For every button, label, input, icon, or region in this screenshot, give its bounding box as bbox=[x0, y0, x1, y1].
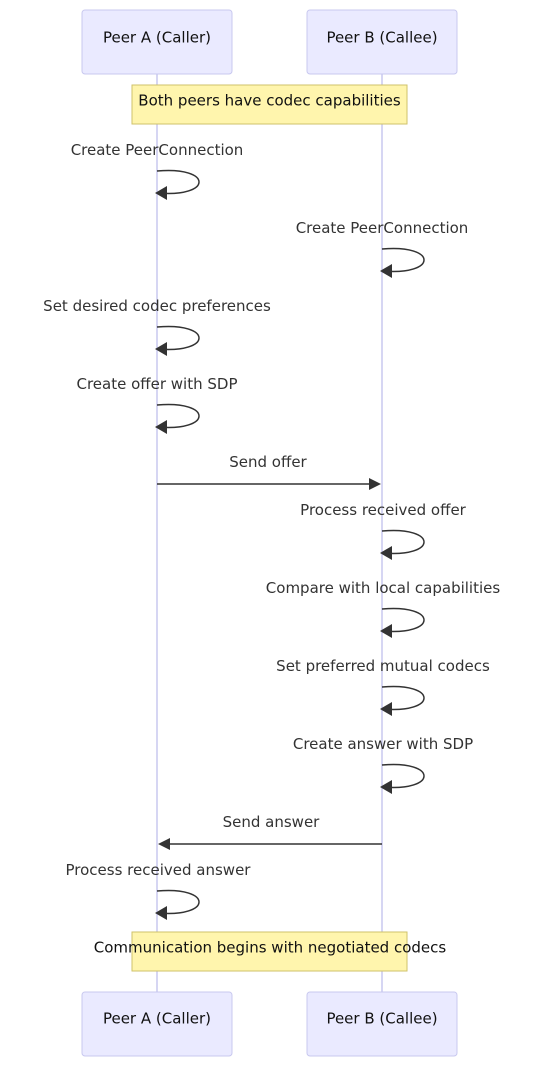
message-label: Set desired codec preferences bbox=[43, 297, 271, 315]
note-text: Both peers have codec capabilities bbox=[138, 92, 401, 110]
message-label: Compare with local capabilities bbox=[266, 579, 501, 597]
actor-label: Peer A (Caller) bbox=[103, 1010, 211, 1028]
note-text: Communication begins with negotiated cod… bbox=[94, 939, 447, 957]
self-message-create-pc-b: Create PeerConnection bbox=[296, 219, 469, 278]
actor-peer-a-bottom: Peer A (Caller) bbox=[81, 991, 233, 1057]
message-label: Process received answer bbox=[66, 861, 252, 879]
actor-label: Peer A (Caller) bbox=[103, 29, 211, 47]
message-label: Create offer with SDP bbox=[77, 375, 238, 393]
message-label: Process received offer bbox=[300, 501, 467, 519]
message-label: Set preferred mutual codecs bbox=[276, 657, 490, 675]
actor-peer-b-bottom: Peer B (Callee) bbox=[306, 991, 458, 1057]
self-message-codec-preferences: Set desired codec preferences bbox=[43, 297, 271, 356]
message-send-answer: Send answer bbox=[158, 813, 382, 850]
message-label: Create PeerConnection bbox=[296, 219, 469, 237]
message-send-offer: Send offer bbox=[157, 453, 381, 490]
note-codec-capabilities: Both peers have codec capabilities bbox=[131, 84, 408, 125]
self-message-process-offer: Process received offer bbox=[300, 501, 467, 560]
message-label: Send answer bbox=[223, 813, 321, 831]
message-label: Create answer with SDP bbox=[293, 735, 473, 753]
actor-label: Peer B (Callee) bbox=[326, 1010, 437, 1028]
self-message-create-answer: Create answer with SDP bbox=[293, 735, 473, 794]
actor-peer-a-top: Peer A (Caller) bbox=[81, 9, 233, 75]
self-message-process-answer: Process received answer bbox=[66, 861, 252, 920]
actor-label: Peer B (Callee) bbox=[326, 29, 437, 47]
actor-peer-b-top: Peer B (Callee) bbox=[306, 9, 458, 75]
self-message-create-offer: Create offer with SDP bbox=[77, 375, 238, 434]
message-label: Send offer bbox=[229, 453, 307, 471]
self-message-set-mutual-codecs: Set preferred mutual codecs bbox=[276, 657, 490, 716]
note-communication-begins: Communication begins with negotiated cod… bbox=[94, 931, 447, 972]
self-message-create-pc-a: Create PeerConnection bbox=[71, 141, 244, 200]
self-message-compare-capabilities: Compare with local capabilities bbox=[266, 579, 501, 638]
message-label: Create PeerConnection bbox=[71, 141, 244, 159]
